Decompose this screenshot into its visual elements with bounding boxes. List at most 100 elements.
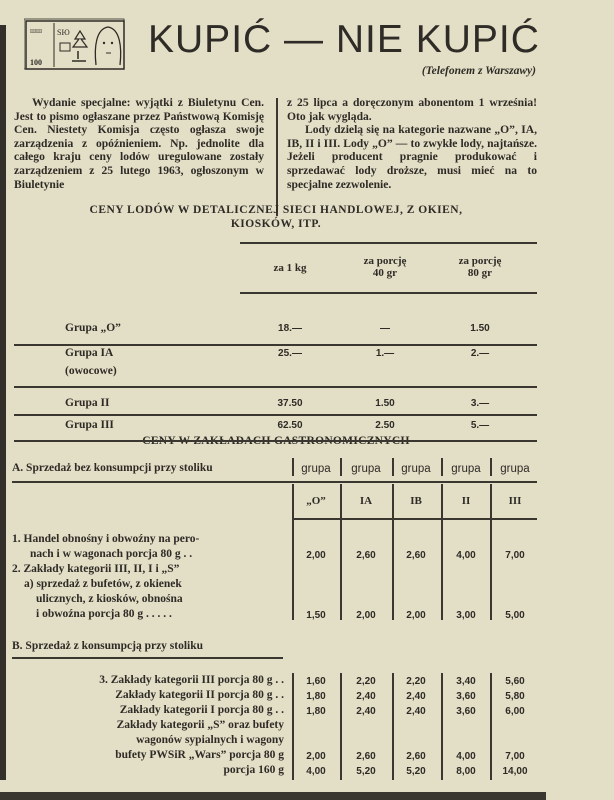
column-separator-a bbox=[292, 484, 294, 620]
row-b-label: wagonów sypialnych i wagony bbox=[136, 734, 284, 746]
bottom-rule bbox=[0, 792, 546, 800]
header-separator bbox=[340, 458, 342, 476]
price-cell: 5,20 bbox=[356, 766, 376, 777]
svg-text:ШШ: ШШ bbox=[30, 29, 42, 35]
row-b-label: 3. Zakłady kategorii III porcja 80 g . . bbox=[99, 674, 284, 686]
column-separator-a bbox=[392, 484, 394, 620]
group-word: grupa bbox=[351, 463, 381, 475]
column-separator-b bbox=[392, 673, 394, 780]
page-title: KUPIĆ — NIE KUPIĆ bbox=[148, 18, 540, 61]
price-cell: 2,00 bbox=[406, 610, 426, 621]
price-cell: 1,50 bbox=[306, 610, 326, 621]
price-cell: 1,80 bbox=[306, 706, 326, 717]
column-separator-a bbox=[490, 484, 492, 620]
row-a-label: i obwoźna porcja 80 g . . . . . bbox=[36, 608, 172, 620]
price-cell: 7,00 bbox=[505, 751, 525, 762]
table2-subheader-rule bbox=[292, 518, 537, 520]
table1-row-rule bbox=[14, 440, 537, 442]
price-cell: 2,60 bbox=[406, 550, 426, 561]
price-cell: 4,00 bbox=[456, 550, 476, 561]
article-left-column: Wydanie specjalne: wyjątki z Biuletynu C… bbox=[14, 96, 264, 191]
price-cell: 5,00 bbox=[505, 610, 525, 621]
table1-col-header: za 1 kg bbox=[273, 262, 307, 274]
row-a-label: a) sprzedaż z bufetów, z okienek bbox=[24, 578, 182, 590]
header-separator bbox=[490, 458, 492, 476]
left-text: wyjątki z Biuletynu Cen. Jest to pismo o… bbox=[14, 96, 264, 191]
price-cell: 2,60 bbox=[356, 550, 376, 561]
column-separator-b bbox=[340, 673, 342, 780]
table1-row-rule bbox=[14, 414, 537, 416]
price-cell: 2,20 bbox=[406, 676, 426, 687]
price-cell: 5,80 bbox=[505, 691, 525, 702]
section-a-heading: A. Sprzedaż bez konsumpcji przy stoliku bbox=[12, 462, 213, 474]
table1-row-rule bbox=[14, 386, 537, 388]
table1-title-line1: CENY LODÓW W DETALICZNEJ SIECI HANDLOWEJ… bbox=[89, 204, 463, 216]
banknote-drawing-icon: ШШ SЮ 100 bbox=[24, 18, 125, 70]
group-word: grupa bbox=[451, 463, 481, 475]
price-cell: 2,40 bbox=[356, 691, 376, 702]
table1-row-label: Grupa „O” bbox=[65, 322, 121, 334]
section-b-underline bbox=[12, 657, 283, 659]
price-cell: 14,00 bbox=[502, 766, 528, 777]
table1-cell: 18.— bbox=[278, 323, 302, 334]
price-cell: 3,00 bbox=[456, 610, 476, 621]
price-cell: 2,20 bbox=[356, 676, 376, 687]
price-cell: 3,60 bbox=[456, 691, 476, 702]
table1-cell: 5.— bbox=[470, 420, 490, 431]
group-word: grupa bbox=[401, 463, 431, 475]
group-name: IB bbox=[410, 495, 422, 507]
table1-cell: 1.— bbox=[375, 348, 395, 359]
price-cell: 6,00 bbox=[505, 706, 525, 717]
header-separator bbox=[392, 458, 394, 476]
table1-cell: 62.50 bbox=[277, 420, 303, 431]
table1-row-rule bbox=[14, 344, 537, 346]
group-word: grupa bbox=[500, 463, 530, 475]
table1-row-label: Grupa IA bbox=[65, 347, 114, 359]
group-name: II bbox=[461, 495, 471, 507]
header-separator bbox=[292, 458, 294, 476]
column-separator-a bbox=[441, 484, 443, 620]
table1-row-label: Grupa III bbox=[65, 419, 114, 431]
price-cell: 1,80 bbox=[306, 691, 326, 702]
column-separator-a bbox=[340, 484, 342, 620]
table1-title-line2: KIOSKÓW, ITP. bbox=[230, 218, 322, 230]
table1-rule-top bbox=[240, 242, 537, 244]
svg-text:100: 100 bbox=[30, 58, 42, 67]
row-a-label: 2. Zakłady kategorii III, II, I i „S” bbox=[12, 563, 180, 575]
price-cell: 2,40 bbox=[356, 706, 376, 717]
header-separator bbox=[441, 458, 443, 476]
table1-cell: 2.— bbox=[470, 348, 490, 359]
row-a-label: nach i w wagonach porcja 80 g . . bbox=[30, 548, 193, 560]
group-word: grupa bbox=[301, 463, 331, 475]
table1-cell: 1.50 bbox=[470, 323, 490, 334]
column-separator-b bbox=[441, 673, 443, 780]
price-cell: 2,60 bbox=[406, 751, 426, 762]
price-cell: 2,60 bbox=[356, 751, 376, 762]
table1-cell: 2.50 bbox=[375, 420, 395, 431]
group-name: IA bbox=[359, 495, 373, 507]
table1-cell: — bbox=[380, 323, 390, 334]
section-b-heading: B. Sprzedaż z konsumpcją przy stoliku bbox=[12, 640, 204, 652]
table1-cell: 37.50 bbox=[277, 398, 303, 409]
column-separator-b bbox=[292, 673, 294, 780]
price-cell: 7,00 bbox=[505, 550, 525, 561]
row-b-label: Zakłady kategorii I porcja 80 g . . bbox=[119, 704, 284, 716]
price-cell: 5,20 bbox=[406, 766, 426, 777]
row-b-label: bufety PWSiR „Wars” porcja 80 g bbox=[115, 749, 284, 761]
table1-cell: 25.— bbox=[278, 348, 302, 359]
table1-cell: 1.50 bbox=[375, 398, 395, 409]
row-b-label: Zakłady kategorii II porcja 80 g . . bbox=[115, 689, 284, 701]
price-cell: 5,60 bbox=[505, 676, 525, 687]
price-cell: 2,00 bbox=[306, 751, 326, 762]
article-right-column: z 25 lipca a doręczonym abonentom 1 wrze… bbox=[287, 96, 537, 191]
price-cell: 1,60 bbox=[306, 676, 326, 687]
table1-col-header: za porcję 80 gr bbox=[458, 255, 502, 279]
price-cell: 4,00 bbox=[306, 766, 326, 777]
right-paragraph-2: Lody dzielą się na kategorie nazwane „O”… bbox=[287, 123, 537, 191]
left-margin-bar bbox=[0, 25, 6, 780]
column-separator-b bbox=[490, 673, 492, 780]
table1-row-sublabel: (owocowe) bbox=[65, 365, 117, 377]
table1-rule-header bbox=[240, 292, 537, 294]
row-a-label: ulicznych, z kiosków, obnośna bbox=[36, 593, 183, 605]
price-cell: 4,00 bbox=[456, 751, 476, 762]
